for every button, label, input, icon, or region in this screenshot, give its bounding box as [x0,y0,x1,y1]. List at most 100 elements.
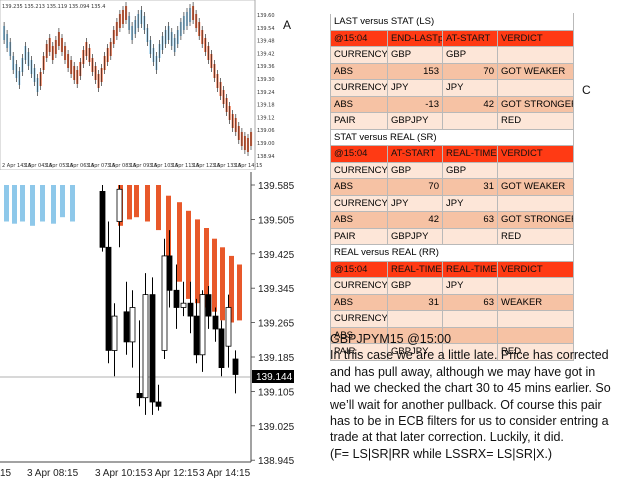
table-cell: ABS [330,211,388,229]
table-cell: GBP [442,161,498,179]
bull-candle [225,307,232,347]
table-header-cell: END-LASTp [387,29,443,47]
table-row: CURRENCY [330,310,575,328]
time-tick-label: 3 Apr 05:15 [44,163,73,169]
table-cell: 63 [442,211,498,229]
price-tick-label: 138.945 [258,456,295,467]
table-cell: ABS [330,95,388,113]
table-cell [442,227,498,245]
table-cell: JPY [442,194,498,212]
table-cell: 42 [387,211,443,229]
price-tick-label: 139.585 [258,181,295,192]
time-tick-label: 3 Apr 14:15 [233,163,262,169]
time-tick-label: 3 Apr 12:15 [147,468,199,479]
price-tick-label: 139.605 [257,13,275,19]
chart-b[interactable]: 139.585 139.505 139.425 139.345 139.265 139.1… [0,172,330,480]
table-cell [387,310,443,328]
table-cell: JPY [387,79,443,97]
ribbon-bar [156,185,161,231]
note-line: (F= LS|SR|RR while LSSRX= LS|SR|X.) [330,446,553,461]
bull-candle [161,255,168,351]
bear-candle [99,190,106,248]
table-header-row: @15:04 AT-START REAL-TIME VERDICT [330,145,575,163]
table-cell: GBP [442,46,498,64]
ribbon-bar [195,219,200,304]
time-tick-label: 2 Apr 14:15 [2,163,31,169]
table-cell: 42 [442,95,498,113]
time-tick-label: 3 Apr 04:15 [23,163,52,169]
chart-a-time-axis: 2 Apr 14:153 Apr 04:153 Apr 05:153 Apr 0… [2,163,262,169]
table-cell [496,310,575,328]
table-cell: ABS [330,293,388,311]
note-line: In this case we are a little late. Price… [330,348,609,363]
table-cell: GBPJPY [387,112,443,130]
table-cell: GOT STRONGER [496,95,575,113]
table-row: CURRENCY JPY JPY [330,79,575,97]
price-tick-label: 138.945 [257,154,275,160]
ribbon-bar [237,264,242,321]
chart-b-price-axis: 139.585 139.505 139.425 139.345 139.265 139.1… [251,181,295,467]
bear-candle [187,302,194,317]
time-tick-label: 3 Apr 12:15 [191,163,220,169]
table-cell: -13 [387,95,443,113]
ribbon-bar [60,185,65,218]
price-tick-label: 139.485 [257,39,275,45]
table-row: CURRENCY GBP GBP [330,46,575,64]
time-tick-label: 3 Apr 10:15 [95,468,147,479]
bear-candle [232,358,239,375]
price-tick-label: 139.245 [257,90,275,96]
bull-candle [129,307,136,343]
label-a: A [283,18,292,32]
ribbon-bar [186,210,191,299]
table-cell: PAIR [330,112,388,130]
table-title-row: REAL versus REAL (RR) [329,244,575,262]
chart-a[interactable]: 139.235 135.213 135.119 135.094 135.4 13… [0,0,275,170]
table-header-cell: VERDICT [496,260,575,278]
ribbon-bar [145,185,150,222]
table-row: PAIR GBPJPY RED [330,227,575,245]
table-row: ABS 153 70 GOT WEAKER [330,62,575,80]
table-cell: 153 [387,62,443,80]
table-cell [387,326,443,344]
label-c: C [582,83,591,97]
ribbon-bar [70,185,75,222]
table-row: CURRENCY JPY JPY [330,194,575,212]
price-tick-label: 139.105 [258,387,295,398]
bear-candle [123,311,130,343]
table-title: LAST versus STAT (LS) [329,13,575,31]
bull-candle [180,302,187,308]
table-cell: PAIR [330,343,388,361]
price-tick-label: 139.365 [257,64,275,70]
table-row: CURRENCY GBP JPY [330,277,575,295]
time-tick-label: 3 Apr 11:15 [170,163,199,169]
price-tick-label: 139.025 [258,422,295,433]
table-cell: GBP [387,277,443,295]
table-cell: GBPJPY [387,343,443,361]
time-tick-label: 3 Apr 13:15 [212,163,241,169]
table-cell: CURRENCY [330,79,388,97]
chart-b-ribbon [4,185,242,323]
price-tick-label: 139.345 [258,284,295,295]
price-tick-label: 139.185 [257,103,275,109]
ribbon-bar [212,238,217,312]
price-tick-label: 139.005 [257,141,275,147]
chart-b-current-price: 139.144 [256,372,293,383]
ribbon-bar [220,247,225,321]
table-cell: CURRENCY [330,310,388,328]
bear-candle [166,255,173,291]
table-header-cell: VERDICT [496,29,575,47]
table-header-cell: REAL-TIME [442,260,498,278]
table-cell [442,343,498,361]
bear-candle [136,392,143,399]
table-cell [442,112,498,130]
ribbon-bar [134,185,139,218]
bull-candle [111,315,118,351]
price-tick-label: 139.185 [258,353,295,364]
bear-candle [218,328,225,368]
table-cell [496,194,575,212]
bear-candle [155,401,162,407]
table-cell: GBP [387,46,443,64]
table-cell: CURRENCY [330,46,388,64]
note-line: has to be in ECB filters for us to consi… [330,414,609,429]
ribbon-bar [127,185,132,220]
